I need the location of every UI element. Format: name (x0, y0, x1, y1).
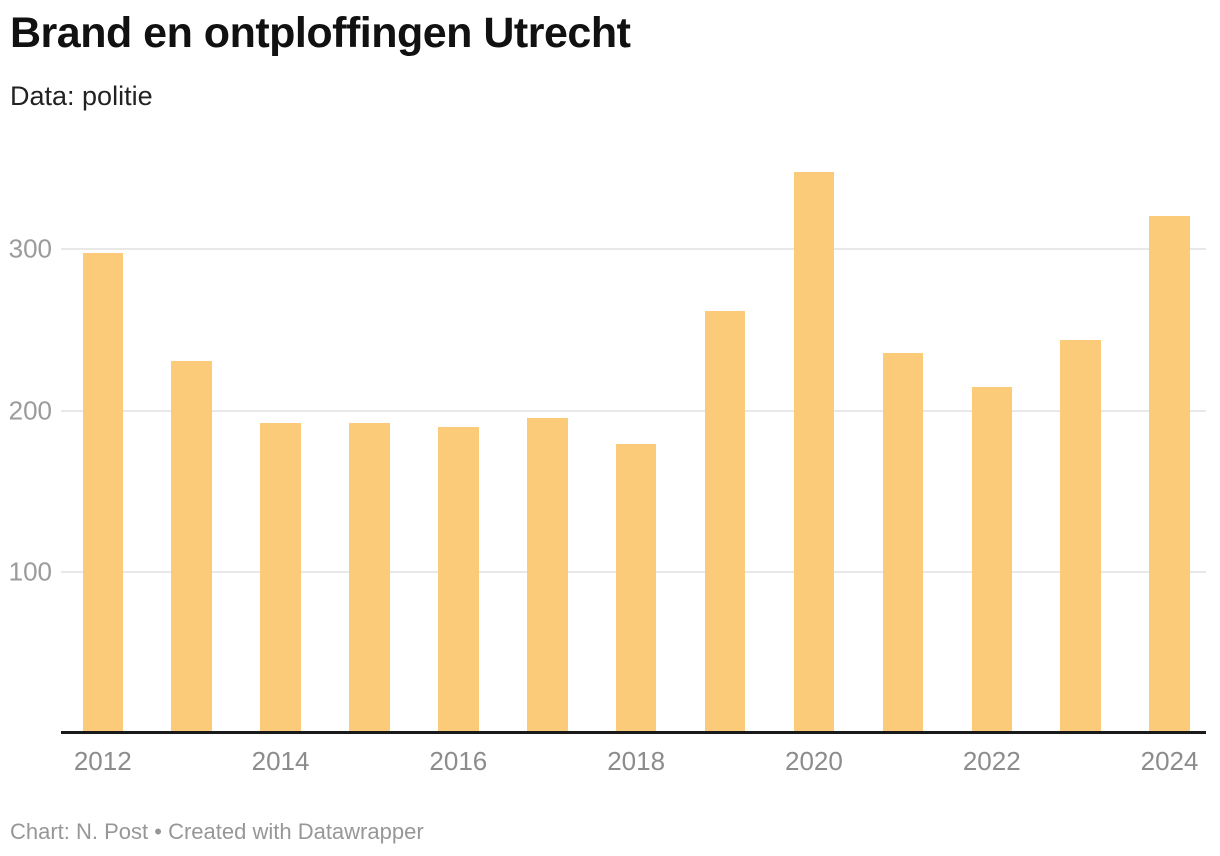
x-axis-tick-label-2024: 2024 (1140, 746, 1199, 776)
bar-2024[interactable] (1149, 215, 1190, 733)
gridline-200 (61, 409, 1206, 412)
bar-2021[interactable] (882, 352, 924, 733)
bar-2016[interactable] (438, 427, 479, 733)
x-axis-tick-label-2022: 2022 (962, 746, 1021, 776)
x-axis-line (61, 731, 1206, 734)
chart-title: Brand en ontploffingen Utrecht (10, 9, 631, 57)
bar-2015[interactable] (349, 422, 390, 733)
bar-2019[interactable] (704, 310, 746, 733)
bar-2020[interactable] (793, 171, 835, 733)
x-axis-tick-label-2012: 2012 (73, 746, 132, 776)
bar-2013[interactable] (171, 361, 212, 733)
y-axis-tick-label-300: 300 (8, 233, 52, 264)
bar-2014[interactable] (260, 422, 301, 733)
chart-subtitle: Data: politie (10, 81, 153, 111)
bar-2018[interactable] (615, 443, 657, 733)
plot-area: 100 200 300 2012 2014 2016 2018 2020 2022 2024 (9, 150, 1206, 776)
x-axis-tick-label-2018: 2018 (607, 746, 666, 776)
x-axis-tick-label-2014: 2014 (251, 746, 310, 776)
x-axis-tick-label-2020: 2020 (785, 746, 843, 776)
y-axis-tick-label-100: 100 (8, 556, 52, 587)
bar-2022[interactable] (971, 386, 1012, 733)
y-axis-tick-label-200: 200 (8, 395, 52, 426)
gridline-300 (61, 247, 1206, 250)
x-axis-tick-label-2016: 2016 (429, 746, 488, 776)
bar-2012[interactable] (82, 252, 123, 733)
bar-2017[interactable] (527, 417, 568, 733)
bar-2023[interactable] (1060, 340, 1101, 733)
chart-footer: Chart: N. Post • Created with Datawrappe… (10, 819, 424, 844)
